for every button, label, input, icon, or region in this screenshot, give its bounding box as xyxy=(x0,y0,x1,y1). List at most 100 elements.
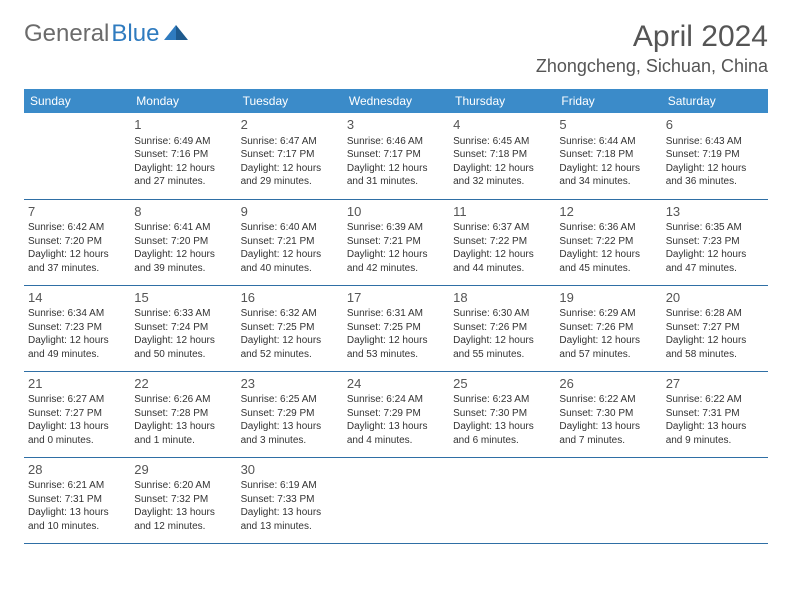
day-number: 12 xyxy=(559,203,657,221)
location: Zhongcheng, Sichuan, China xyxy=(536,56,768,77)
daylight-line: Daylight: 13 hours and 10 minutes. xyxy=(28,506,126,533)
day-number: 19 xyxy=(559,289,657,307)
week-row: 14Sunrise: 6:34 AMSunset: 7:23 PMDayligh… xyxy=(24,285,768,371)
sunrise-line: Sunrise: 6:33 AM xyxy=(134,307,232,321)
sunset-line: Sunset: 7:31 PM xyxy=(666,407,764,421)
daylight-line: Daylight: 12 hours and 29 minutes. xyxy=(241,162,339,189)
day-header-sat: Saturday xyxy=(662,89,768,113)
sunset-line: Sunset: 7:27 PM xyxy=(28,407,126,421)
daylight-line: Daylight: 12 hours and 42 minutes. xyxy=(347,248,445,275)
sunrise-line: Sunrise: 6:28 AM xyxy=(666,307,764,321)
sunrise-line: Sunrise: 6:49 AM xyxy=(134,135,232,149)
day-cell: 15Sunrise: 6:33 AMSunset: 7:24 PMDayligh… xyxy=(130,285,236,371)
day-cell: 10Sunrise: 6:39 AMSunset: 7:21 PMDayligh… xyxy=(343,199,449,285)
sunrise-line: Sunrise: 6:22 AM xyxy=(559,393,657,407)
sunrise-line: Sunrise: 6:22 AM xyxy=(666,393,764,407)
sunrise-line: Sunrise: 6:47 AM xyxy=(241,135,339,149)
sunrise-line: Sunrise: 6:44 AM xyxy=(559,135,657,149)
daylight-line: Daylight: 13 hours and 4 minutes. xyxy=(347,420,445,447)
daylight-line: Daylight: 12 hours and 52 minutes. xyxy=(241,334,339,361)
day-cell: 7Sunrise: 6:42 AMSunset: 7:20 PMDaylight… xyxy=(24,199,130,285)
day-number: 20 xyxy=(666,289,764,307)
day-number: 16 xyxy=(241,289,339,307)
logo-text-gray: General xyxy=(24,20,109,48)
sunset-line: Sunset: 7:25 PM xyxy=(241,321,339,335)
day-cell: 9Sunrise: 6:40 AMSunset: 7:21 PMDaylight… xyxy=(237,199,343,285)
calendar-body: 1Sunrise: 6:49 AMSunset: 7:16 PMDaylight… xyxy=(24,113,768,543)
day-number: 10 xyxy=(347,203,445,221)
day-cell: 22Sunrise: 6:26 AMSunset: 7:28 PMDayligh… xyxy=(130,371,236,457)
sunset-line: Sunset: 7:18 PM xyxy=(559,148,657,162)
calendar-table: Sunday Monday Tuesday Wednesday Thursday… xyxy=(24,89,768,544)
day-header-mon: Monday xyxy=(130,89,236,113)
sunrise-line: Sunrise: 6:41 AM xyxy=(134,221,232,235)
day-cell: 23Sunrise: 6:25 AMSunset: 7:29 PMDayligh… xyxy=(237,371,343,457)
day-number: 1 xyxy=(134,116,232,134)
day-cell: 18Sunrise: 6:30 AMSunset: 7:26 PMDayligh… xyxy=(449,285,555,371)
day-header-wed: Wednesday xyxy=(343,89,449,113)
sunset-line: Sunset: 7:18 PM xyxy=(453,148,551,162)
daylight-line: Daylight: 12 hours and 58 minutes. xyxy=(666,334,764,361)
day-cell xyxy=(343,457,449,543)
daylight-line: Daylight: 13 hours and 13 minutes. xyxy=(241,506,339,533)
daylight-line: Daylight: 12 hours and 27 minutes. xyxy=(134,162,232,189)
sunrise-line: Sunrise: 6:30 AM xyxy=(453,307,551,321)
sunset-line: Sunset: 7:33 PM xyxy=(241,493,339,507)
sunrise-line: Sunrise: 6:43 AM xyxy=(666,135,764,149)
day-header-tue: Tuesday xyxy=(237,89,343,113)
sunset-line: Sunset: 7:25 PM xyxy=(347,321,445,335)
day-number: 24 xyxy=(347,375,445,393)
sunset-line: Sunset: 7:21 PM xyxy=(347,235,445,249)
sunrise-line: Sunrise: 6:21 AM xyxy=(28,479,126,493)
day-number: 23 xyxy=(241,375,339,393)
sunset-line: Sunset: 7:27 PM xyxy=(666,321,764,335)
daylight-line: Daylight: 13 hours and 12 minutes. xyxy=(134,506,232,533)
day-number: 13 xyxy=(666,203,764,221)
day-cell xyxy=(662,457,768,543)
day-number: 29 xyxy=(134,461,232,479)
sunrise-line: Sunrise: 6:40 AM xyxy=(241,221,339,235)
day-number: 8 xyxy=(134,203,232,221)
daylight-line: Daylight: 13 hours and 1 minute. xyxy=(134,420,232,447)
sunrise-line: Sunrise: 6:19 AM xyxy=(241,479,339,493)
day-number: 4 xyxy=(453,116,551,134)
sunset-line: Sunset: 7:22 PM xyxy=(453,235,551,249)
day-cell xyxy=(449,457,555,543)
sunset-line: Sunset: 7:21 PM xyxy=(241,235,339,249)
calendar-page: GeneralBlue April 2024 Zhongcheng, Sichu… xyxy=(0,0,792,564)
day-cell: 26Sunrise: 6:22 AMSunset: 7:30 PMDayligh… xyxy=(555,371,661,457)
day-number: 5 xyxy=(559,116,657,134)
day-number: 15 xyxy=(134,289,232,307)
day-number: 17 xyxy=(347,289,445,307)
day-cell: 3Sunrise: 6:46 AMSunset: 7:17 PMDaylight… xyxy=(343,113,449,199)
daylight-line: Daylight: 12 hours and 57 minutes. xyxy=(559,334,657,361)
day-cell: 14Sunrise: 6:34 AMSunset: 7:23 PMDayligh… xyxy=(24,285,130,371)
week-row: 1Sunrise: 6:49 AMSunset: 7:16 PMDaylight… xyxy=(24,113,768,199)
logo-text-blue: Blue xyxy=(111,20,159,48)
sunset-line: Sunset: 7:22 PM xyxy=(559,235,657,249)
sunrise-line: Sunrise: 6:35 AM xyxy=(666,221,764,235)
daylight-line: Daylight: 13 hours and 6 minutes. xyxy=(453,420,551,447)
day-header-thu: Thursday xyxy=(449,89,555,113)
sunset-line: Sunset: 7:23 PM xyxy=(666,235,764,249)
sunrise-line: Sunrise: 6:26 AM xyxy=(134,393,232,407)
day-number: 6 xyxy=(666,116,764,134)
sunset-line: Sunset: 7:20 PM xyxy=(134,235,232,249)
sunset-line: Sunset: 7:29 PM xyxy=(347,407,445,421)
day-cell: 28Sunrise: 6:21 AMSunset: 7:31 PMDayligh… xyxy=(24,457,130,543)
day-cell: 24Sunrise: 6:24 AMSunset: 7:29 PMDayligh… xyxy=(343,371,449,457)
sunrise-line: Sunrise: 6:24 AM xyxy=(347,393,445,407)
day-cell: 30Sunrise: 6:19 AMSunset: 7:33 PMDayligh… xyxy=(237,457,343,543)
daylight-line: Daylight: 12 hours and 50 minutes. xyxy=(134,334,232,361)
sunset-line: Sunset: 7:23 PM xyxy=(28,321,126,335)
sunrise-line: Sunrise: 6:46 AM xyxy=(347,135,445,149)
sunset-line: Sunset: 7:30 PM xyxy=(559,407,657,421)
sunset-line: Sunset: 7:26 PM xyxy=(559,321,657,335)
day-number: 27 xyxy=(666,375,764,393)
daylight-line: Daylight: 13 hours and 3 minutes. xyxy=(241,420,339,447)
day-cell: 6Sunrise: 6:43 AMSunset: 7:19 PMDaylight… xyxy=(662,113,768,199)
daylight-line: Daylight: 13 hours and 9 minutes. xyxy=(666,420,764,447)
sunset-line: Sunset: 7:28 PM xyxy=(134,407,232,421)
daylight-line: Daylight: 12 hours and 37 minutes. xyxy=(28,248,126,275)
daylight-line: Daylight: 12 hours and 44 minutes. xyxy=(453,248,551,275)
